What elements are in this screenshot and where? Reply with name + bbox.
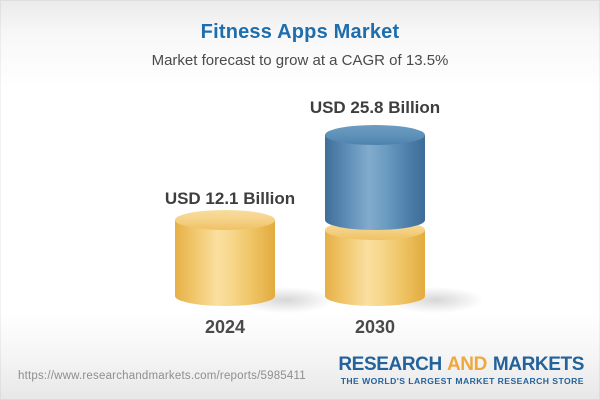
logo-word-markets: MARKETS — [492, 354, 585, 375]
bar-2024-cylinder — [175, 210, 275, 306]
logo-tagline: THE WORLD'S LARGEST MARKET RESEARCH STOR… — [340, 376, 584, 386]
logo-word-and: AND — [446, 354, 487, 375]
bar-2024-body — [175, 220, 275, 306]
bar-2024-top — [175, 210, 275, 230]
research-and-markets-logo: RESEARCH AND MARKETS THE WORLD'S LARGEST… — [338, 355, 584, 386]
bar-2030-growth-segment — [325, 135, 425, 230]
page-subtitle: Market forecast to grow at a CAGR of 13.… — [151, 52, 449, 69]
page-title: Fitness Apps Market — [200, 21, 400, 43]
logo-wordmark: RESEARCH AND MARKETS — [338, 355, 584, 374]
bar-2030-cylinder — [325, 125, 425, 306]
report-url: https://www.researchandmarkets.com/repor… — [18, 370, 306, 382]
bar-2030-base-segment — [325, 230, 425, 306]
value-label-2030: USD 25.8 Billion — [309, 98, 441, 117]
bar-2030-growth-top — [325, 125, 425, 145]
x-axis-label-2024: 2024 — [204, 317, 246, 337]
logo-word-research: RESEARCH — [338, 354, 442, 375]
x-axis-label-2030: 2030 — [354, 317, 396, 337]
value-label-2024: USD 12.1 Billion — [164, 189, 296, 208]
